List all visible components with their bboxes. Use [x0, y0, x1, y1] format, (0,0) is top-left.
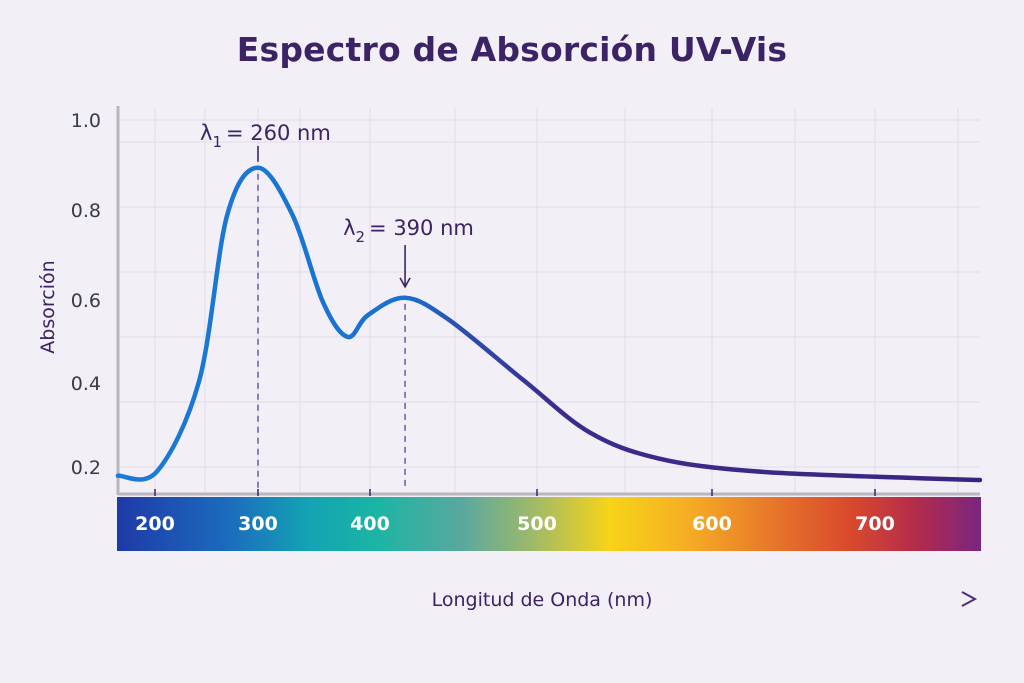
- peak-annotation: λ2 = 390 nm: [343, 216, 474, 289]
- y-tick-label: 0.2: [71, 457, 101, 479]
- absorption-curve: [115, 165, 983, 483]
- x-tick-label: 500: [517, 513, 557, 535]
- lambda-subscript: 1: [212, 133, 222, 151]
- grid: [119, 108, 980, 492]
- peak-annotation: λ1 = 260 nm: [200, 121, 331, 162]
- y-tick-label: 0.6: [71, 290, 101, 312]
- x-tick-label: 700: [855, 513, 895, 535]
- arrow-down-icon: [399, 277, 411, 289]
- lambda-subscript: 2: [356, 228, 366, 246]
- x-tick-label: 200: [135, 513, 175, 535]
- lambda-symbol: λ: [343, 216, 355, 240]
- spectrum-bar: [117, 497, 981, 551]
- y-tick-label: 1.0: [71, 110, 101, 132]
- y-tick-label: 0.8: [71, 200, 101, 222]
- x-axis-label: Longitud de Onda (nm): [432, 589, 653, 611]
- x-tick-label: 300: [238, 513, 278, 535]
- y-tick-label: 0.4: [71, 373, 101, 395]
- y-axis-label: Absorción: [37, 260, 59, 353]
- chart-title: Espectro de Absorción UV-Vis: [236, 30, 788, 69]
- peak-label: λ2 = 390 nm: [343, 216, 474, 246]
- arrow-right-icon: [961, 591, 978, 607]
- peak-label: λ1 = 260 nm: [200, 121, 331, 151]
- x-tick-label: 400: [350, 513, 390, 535]
- peak-value: = 260 nm: [226, 121, 331, 145]
- peak-value: = 390 nm: [369, 216, 474, 240]
- x-tick-label: 600: [692, 513, 732, 535]
- lambda-symbol: λ: [200, 121, 212, 145]
